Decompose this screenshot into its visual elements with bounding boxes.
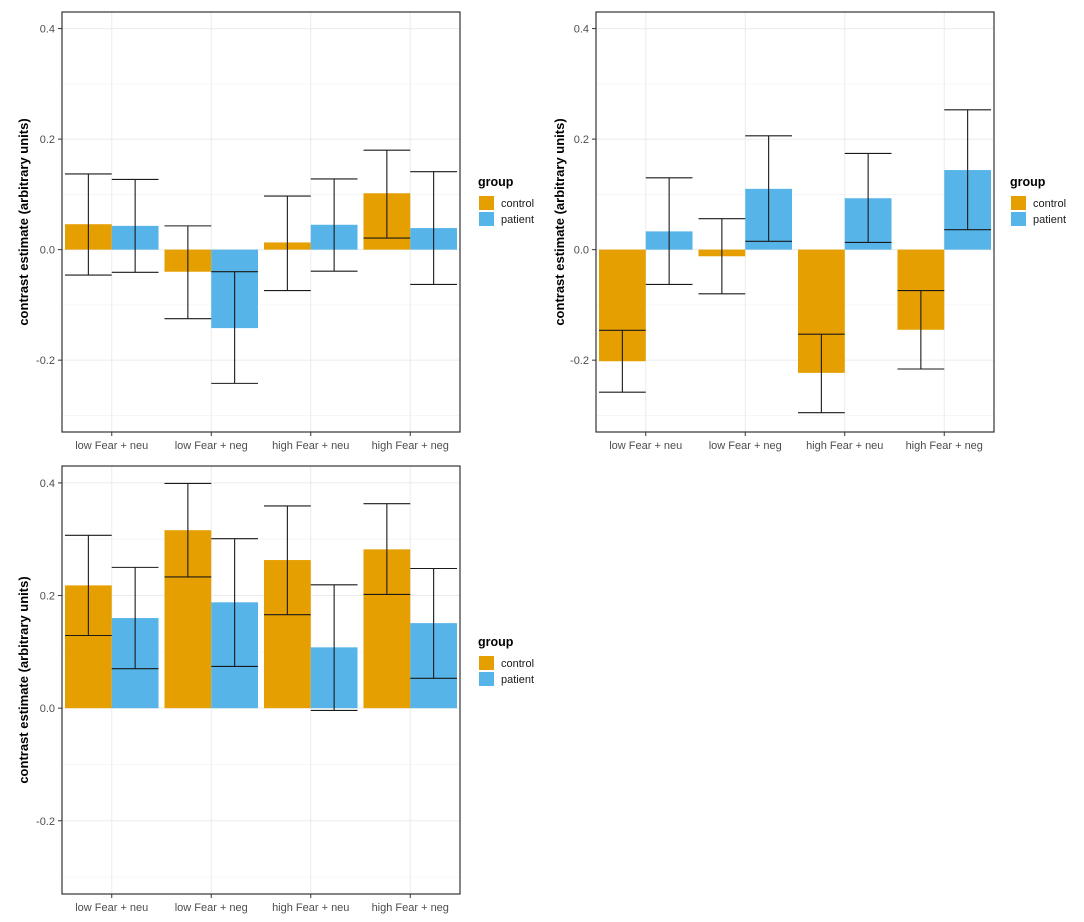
legend-title: group [478,175,514,189]
x-tick-label: high Fear + neu [272,902,349,914]
y-tick-label: 0.2 [40,134,55,146]
legend: group control patient [1010,175,1066,226]
x-tick-label: high Fear + neg [372,902,449,914]
x-tick-label: low Fear + neg [709,440,782,452]
panel-border [61,11,461,433]
y-axis-title: contrast estimate (arbitrary units) [16,576,31,783]
legend-swatch-patient [479,672,494,686]
y-tick-label: 0.0 [40,703,55,715]
x-tick-label: high Fear + neu [272,440,349,452]
y-tick-label: -0.2 [36,816,55,828]
legend-title: group [478,635,514,649]
legend-swatch-control [479,656,494,670]
legend-label-control: control [1033,198,1066,210]
x-tick-label: high Fear + neg [906,440,983,452]
y-tick-label: 0.2 [40,591,55,603]
y-tick-label: 0.0 [40,245,55,257]
x-tick-label: low Fear + neu [609,440,682,452]
y-tick-label: 0.4 [40,478,55,490]
legend-swatch-patient [479,212,494,226]
x-tick-label: high Fear + neu [806,440,883,452]
legend-label-control: control [501,198,534,210]
y-tick-label: -0.2 [570,355,589,367]
legend: group control patient [478,635,534,686]
legend: group control patient [478,175,534,226]
panel-border [61,465,461,895]
legend-label-control: control [501,658,534,670]
y-tick-label: 0.4 [574,24,589,36]
legend-title: group [1010,175,1046,189]
y-tick-label: 0.4 [40,24,55,36]
chart-panel-2: -0.2 0.0 0.2 0.4 low Fear + neu low Fear + ne… [552,11,1066,452]
y-tick-label: 0.0 [574,245,589,257]
legend-label-patient: patient [1033,214,1066,226]
x-tick-label: low Fear + neg [175,440,248,452]
chart-panel-1: -0.2 0.0 0.2 0.4 low Fear + neu low Fear + ne… [16,11,534,452]
legend-swatch-control [479,196,494,210]
x-tick-label: low Fear + neu [75,902,148,914]
x-tick-label: low Fear + neg [175,902,248,914]
legend-label-patient: patient [501,214,534,226]
chart-panel-3: -0.2 0.0 0.2 0.4 low Fear + neu low Fear + ne… [16,465,534,914]
y-axis-title: contrast estimate (arbitrary units) [16,118,31,325]
legend-label-patient: patient [501,674,534,686]
legend-swatch-patient [1011,212,1026,226]
y-tick-label: -0.2 [36,355,55,367]
x-tick-label: high Fear + neg [372,440,449,452]
panel-border [595,11,995,433]
x-tick-label: low Fear + neu [75,440,148,452]
y-axis-title: contrast estimate (arbitrary units) [552,118,567,325]
legend-swatch-control [1011,196,1026,210]
y-tick-label: 0.2 [574,134,589,146]
